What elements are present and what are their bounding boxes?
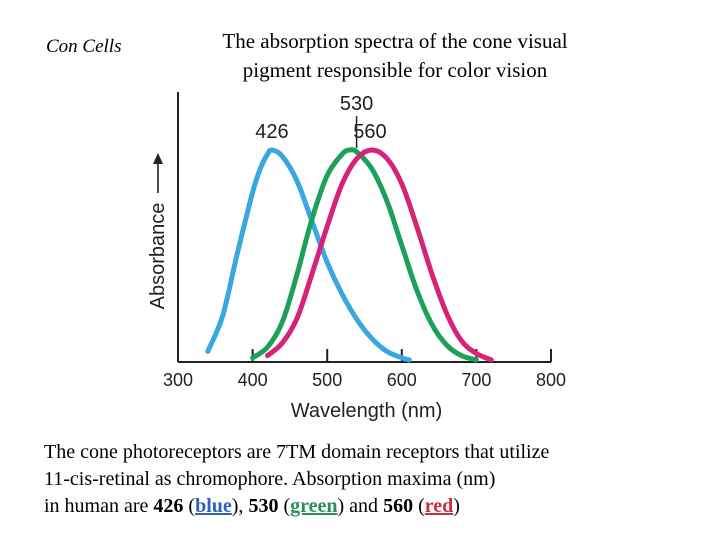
side-label: Con Cells — [46, 36, 122, 57]
caption-word-red: red — [424, 495, 454, 517]
caption-sep-1: ), — [231, 495, 249, 517]
y-axis-arrow-head — [153, 153, 163, 164]
caption-close: ) — [453, 495, 460, 517]
chart-axes: 300 400 500 600 700 800 Wavelength (nm) Absorba… — [147, 92, 566, 422]
caption-word-blue: blue — [195, 495, 232, 517]
caption-line-1: The cone photoreceptors are 7TM domain r… — [44, 441, 550, 463]
caption-open-2: ( — [278, 495, 291, 517]
chart-series — [205, 147, 494, 363]
caption: The cone photoreceptors are 7TM domain r… — [44, 439, 704, 520]
x-tick-label: 800 — [536, 370, 566, 390]
y-axis-label: Absorbance — [147, 203, 169, 310]
peak-label-426: 426 — [255, 121, 288, 143]
series-line-530 — [250, 147, 479, 363]
x-tick-label: 400 — [238, 370, 268, 390]
caption-line-3: in human are 426 (blue), 530 (green) and… — [44, 493, 704, 520]
caption-prefix: in human are — [44, 495, 154, 517]
x-tick-label: 700 — [461, 370, 491, 390]
x-tick-label: 600 — [387, 370, 417, 390]
caption-value-blue: 426 — [153, 495, 184, 517]
title-line-2: pigment responsible for color vision — [242, 58, 548, 82]
chart-labels: 426 530 560 — [255, 93, 387, 148]
page-title: The absorption spectra of the cone visua… — [160, 27, 630, 85]
x-tick-label: 300 — [163, 370, 193, 390]
title-line-1: The absorption spectra of the cone visua… — [222, 29, 568, 53]
caption-word-green: green — [290, 495, 338, 517]
peak-label-560: 560 — [353, 121, 386, 143]
peak-label-530: 530 — [340, 93, 373, 115]
series-line-560 — [265, 147, 494, 363]
x-axis-label: Wavelength (nm) — [291, 400, 443, 422]
caption-open-3: ( — [413, 495, 425, 517]
caption-open-1: ( — [183, 495, 196, 517]
caption-value-red: 560 — [383, 495, 414, 517]
caption-value-green: 530 — [248, 495, 279, 517]
caption-sep-2: ) and — [337, 495, 384, 517]
series-line-426 — [205, 147, 412, 363]
x-tick-label: 500 — [312, 370, 342, 390]
caption-line-2: 11-cis-retinal as chromophore. Absorptio… — [44, 468, 496, 490]
